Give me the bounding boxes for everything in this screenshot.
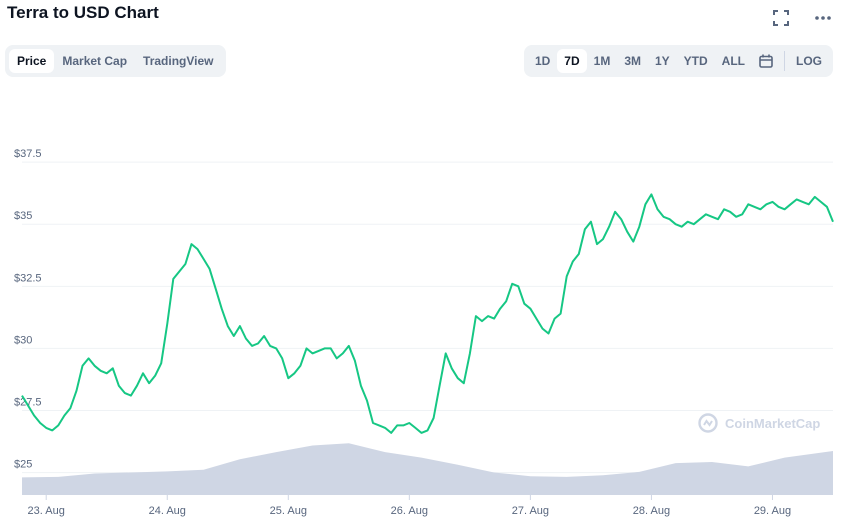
range-1d[interactable]: 1D [534,54,551,68]
log-toggle[interactable]: LOG [796,54,822,68]
more-icon[interactable] [813,8,833,28]
volume-area [22,443,833,495]
x-tick-label: 25. Aug [270,505,307,517]
range-3m[interactable]: 3M [624,54,641,68]
range-ytd[interactable]: YTD [683,54,708,68]
y-tick-label: $27.5 [14,397,42,409]
y-tick-label: $25 [14,459,32,471]
y-tick-label: $35 [14,210,32,222]
x-tick-label: 24. Aug [149,505,186,517]
watermark: CoinMarketCap [725,416,820,431]
watermark-group: CoinMarketCap [698,413,820,433]
x-tick-label: 26. Aug [391,505,428,517]
range-1y[interactable]: 1Y [654,54,670,68]
y-tick-label: $32.5 [14,272,42,284]
x-tick-label: 23. Aug [28,505,65,517]
coinmarketcap-logo-icon [698,413,718,433]
volume-bars [22,443,833,495]
top-actions [771,8,833,28]
range-7d[interactable]: 7D [557,49,587,73]
tab-market-cap[interactable]: Market Cap [62,54,128,68]
x-tick-label: 29. Aug [754,505,791,517]
x-tick-label: 28. Aug [633,505,670,517]
x-axis-labels: 23. Aug 24. Aug 25. Aug 26. Aug 27. Aug 28. A… [28,495,791,517]
gridlines [22,161,833,474]
page-title: Terra to USD Chart [7,3,159,22]
time-range-selector: 1D 7D 1M 3M 1Y YTD ALL LOG [523,45,833,77]
tab-price[interactable]: Price [9,49,55,73]
price-line [21,193,834,434]
y-tick-label: $30 [14,334,32,346]
range-divider [784,51,785,71]
price-series [21,193,834,434]
chart-type-tabs: Price Market Cap TradingView [5,45,226,77]
x-tick-label: 27. Aug [512,505,549,517]
tab-tradingview[interactable]: TradingView [143,54,214,68]
range-all[interactable]: ALL [721,54,745,68]
fullscreen-icon[interactable] [771,8,791,28]
y-axis-labels: $25 $27.5 $30 $32.5 $35 $37.5 [14,148,42,471]
calendar-icon[interactable] [752,49,780,73]
range-1m[interactable]: 1M [593,54,611,68]
y-tick-label: $37.5 [14,148,42,160]
